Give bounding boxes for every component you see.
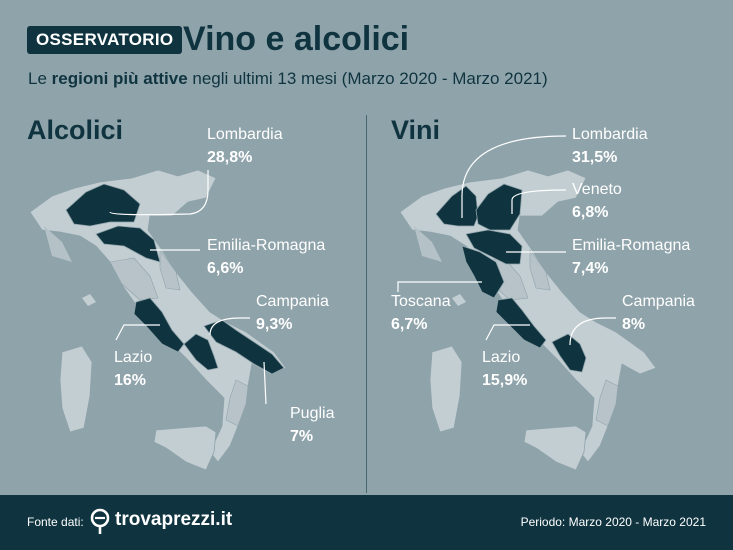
alcolici-label-emilia-romagna: Emilia-Romagna 6,6% xyxy=(207,234,325,280)
region-name: Lazio xyxy=(482,349,521,366)
page-subtitle: Le regioni più attive negli ultimi 13 me… xyxy=(28,68,548,90)
region-name: Lazio xyxy=(114,349,153,366)
alcolici-label-lombardia: Lombardia 28,8% xyxy=(207,123,283,169)
region-emilia-romagna xyxy=(95,225,161,263)
region-name: Puglia xyxy=(290,405,335,422)
source-label: Fonte dati: xyxy=(27,515,84,529)
region-value: 9,3% xyxy=(256,316,293,333)
region-value: 6,7% xyxy=(391,316,428,333)
region-name: Lombardia xyxy=(572,126,648,143)
region-value: 31,5% xyxy=(572,149,618,166)
region-name: Campania xyxy=(622,293,695,310)
vini-title: Vini xyxy=(391,115,441,145)
region-veneto xyxy=(475,183,523,231)
period-label: Periodo: Marzo 2020 - Marzo 2021 xyxy=(520,515,706,529)
vini-label-lazio: Lazio 15,9% xyxy=(482,346,527,392)
region-value: 6,6% xyxy=(207,260,244,277)
vini-label-toscana: Toscana 6,7% xyxy=(391,290,451,336)
region-toscana xyxy=(461,245,505,299)
region-name: Emilia-Romagna xyxy=(572,237,691,254)
region-name: Campania xyxy=(256,293,329,310)
subtitle-post: negli ultimi 13 mesi (Marzo 2020 - Marzo… xyxy=(187,69,548,88)
region-campania xyxy=(551,333,587,373)
region-lombardia xyxy=(65,183,141,227)
region-value: 7,4% xyxy=(572,260,609,277)
osservatorio-badge: OSSERVATORIO xyxy=(27,26,183,54)
alcolici-label-puglia: Puglia 7% xyxy=(290,402,334,448)
header: OSSERVATORIO Vino e alcolici Le regioni … xyxy=(0,0,733,110)
region-campania xyxy=(183,333,219,371)
footer: Fonte dati: trovaprezzi.it Periodo: Marz… xyxy=(0,495,733,550)
vini-map xyxy=(397,135,657,471)
trovaprezzi-logo-icon xyxy=(90,508,110,534)
vini-label-campania: Campania 8% xyxy=(622,290,695,336)
region-value: 16% xyxy=(114,372,147,389)
subtitle-pre: Le xyxy=(28,69,52,88)
alcolici-label-lazio: Lazio 16% xyxy=(114,346,152,392)
region-name: Veneto xyxy=(572,181,622,198)
region-value: 28,8% xyxy=(207,149,253,166)
region-puglia xyxy=(203,319,285,375)
region-value: 8% xyxy=(622,316,646,333)
brand-name[interactable]: trovaprezzi.it xyxy=(115,509,233,530)
alcolici-label-campania: Campania 9,3% xyxy=(256,290,329,336)
page-title: Vino e alcolici xyxy=(183,20,410,58)
region-lazio xyxy=(495,297,547,349)
vini-label-lombardia: Lombardia 31,5% xyxy=(572,123,648,169)
alcolici-title: Alcolici xyxy=(27,115,124,145)
region-value: 7% xyxy=(290,428,314,445)
region-emilia-romagna xyxy=(465,229,523,265)
region-value: 6,8% xyxy=(572,204,609,221)
subtitle-bold: regioni più attive xyxy=(51,69,188,88)
region-name: Emilia-Romagna xyxy=(207,237,326,254)
region-name: Toscana xyxy=(391,293,451,310)
vini-label-veneto: Veneto 6,8% xyxy=(572,178,622,224)
region-name: Lombardia xyxy=(207,126,283,143)
alcolici-map xyxy=(29,169,287,471)
region-value: 15,9% xyxy=(482,372,528,389)
vini-label-emilia-romagna: Emilia-Romagna 7,4% xyxy=(572,234,690,280)
panel-divider xyxy=(366,115,367,493)
